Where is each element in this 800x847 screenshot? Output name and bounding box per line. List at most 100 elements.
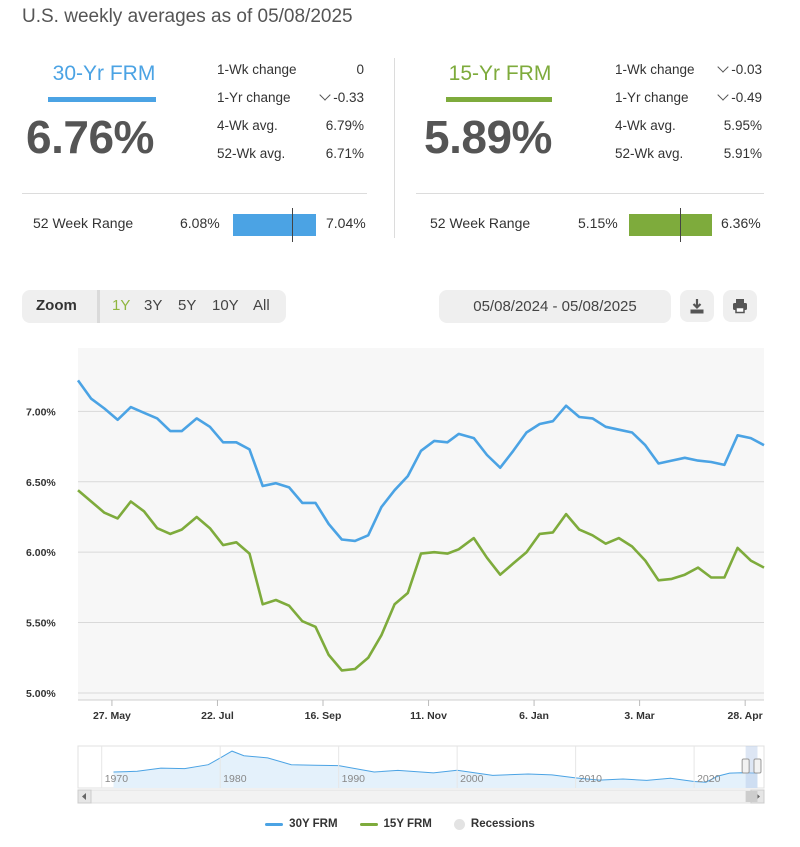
range-bar-30yr xyxy=(233,208,316,242)
zoom-1y-button[interactable]: 1Y xyxy=(112,297,131,314)
scrollbar-track xyxy=(77,789,765,804)
download-icon xyxy=(690,299,704,314)
chevron-down-icon xyxy=(717,61,729,73)
x-tick-label: 28. Apr xyxy=(728,710,763,722)
chart-legend: 30Y FRM 15Y FRM Recessions xyxy=(0,818,800,830)
legend-item[interactable]: 15Y FRM xyxy=(359,818,432,830)
page-title: U.S. weekly averages as of 05/08/2025 xyxy=(22,6,353,27)
download-button[interactable] xyxy=(680,290,714,322)
stat-value: 0 xyxy=(284,62,364,77)
stat-value: -0.33 xyxy=(284,89,364,105)
legend-item[interactable]: 30Y FRM xyxy=(265,818,338,830)
y-tick-label: 5.00% xyxy=(26,688,56,700)
stat-value-text: -0.49 xyxy=(731,90,762,105)
rate-value-15yr: 5.89% xyxy=(424,111,552,163)
zoom-all-button[interactable]: All xyxy=(253,297,270,314)
stat-value: -0.03 xyxy=(682,61,762,77)
range-label-30yr: 52 Week Range xyxy=(33,215,134,231)
navigator-year-label: 1970 xyxy=(105,773,129,785)
stat-label: 52-Wk avg. xyxy=(615,146,684,161)
range-low-30yr: 6.08% xyxy=(180,215,220,231)
range-high-15yr: 6.36% xyxy=(721,215,761,231)
x-tick-label: 11. Nov xyxy=(410,710,447,722)
legend-line-icon xyxy=(359,822,378,826)
panel-separator xyxy=(394,58,395,238)
navigator[interactable]: 1970 1980 1990 2000 2010 2020 xyxy=(0,742,800,810)
chevron-down-icon xyxy=(717,89,729,101)
navigator-line xyxy=(113,750,758,783)
zoom-label: Zoom xyxy=(36,297,77,314)
stat-value-text: 5.95% xyxy=(723,118,762,133)
range-label-15yr: 52 Week Range xyxy=(430,215,531,231)
range-low-15yr: 5.15% xyxy=(578,215,618,231)
arrow-left-icon xyxy=(82,793,86,800)
range-bar-15yr xyxy=(629,208,712,242)
legend-dot-icon xyxy=(453,818,465,830)
stat-label: 1-Wk change xyxy=(615,62,695,77)
legend-label: 15Y FRM xyxy=(383,818,432,830)
stat-value: 5.95% xyxy=(682,118,762,133)
range-high-30yr: 7.04% xyxy=(326,215,366,231)
stat-label: 4-Wk avg. xyxy=(217,118,278,133)
navigator-year-label: 2010 xyxy=(579,773,603,785)
y-tick-label: 6.50% xyxy=(26,477,56,489)
x-tick-label: 6. Jan xyxy=(519,710,549,722)
zoom-10y-button[interactable]: 10Y xyxy=(212,297,239,314)
rate-title-30yr: 30-Yr FRM xyxy=(52,62,156,85)
zoom-3y-button[interactable]: 3Y xyxy=(144,297,163,314)
x-tick-label: 3. Mar xyxy=(624,710,654,722)
stat-value-text: 6.79% xyxy=(325,118,364,133)
divider-15yr xyxy=(416,193,764,194)
stat-value: 6.79% xyxy=(284,118,364,133)
stat-value-text: -0.33 xyxy=(333,90,364,105)
rate-title-15yr: 15-Yr FRM xyxy=(448,62,552,85)
y-tick-label: 5.50% xyxy=(26,618,56,630)
x-tick-label: 22. Jul xyxy=(201,710,234,722)
zoom-5y-button[interactable]: 5Y xyxy=(178,297,197,314)
stat-label: 52-Wk avg. xyxy=(217,146,286,161)
navigator-year-label: 2020 xyxy=(697,773,721,785)
plot-background xyxy=(78,348,764,700)
zoom-group: Zoom 1Y 3Y 5Y 10Y All xyxy=(22,290,286,323)
date-range-text: 05/08/2024 - 05/08/2025 xyxy=(473,298,637,315)
zoom-divider xyxy=(97,290,100,323)
stat-value-text: -0.03 xyxy=(731,62,762,77)
scrollbar-thumb xyxy=(745,791,758,802)
stat-label: 1-Yr change xyxy=(217,90,291,105)
rate-underline-30yr xyxy=(48,97,156,102)
navigator-handle xyxy=(741,758,750,774)
navigator-handle xyxy=(753,758,762,774)
x-tick-label: 27. May xyxy=(93,710,131,722)
legend-item[interactable]: Recessions xyxy=(453,818,535,830)
navigator-window xyxy=(745,746,758,788)
y-tick-label: 6.00% xyxy=(26,547,56,559)
main-chart[interactable]: 7.00% 6.50% 6.00% 5.50% 5.00% 27. May 22. Jul 1… xyxy=(0,330,800,730)
print-button[interactable] xyxy=(723,290,757,322)
divider-30yr xyxy=(22,193,367,194)
chevron-down-icon xyxy=(319,89,331,101)
stat-value-text: 6.71% xyxy=(325,146,364,161)
date-range-input[interactable]: 05/08/2024 - 05/08/2025 xyxy=(439,290,671,323)
stat-value: 5.91% xyxy=(682,146,762,161)
navigator-year-label: 2000 xyxy=(460,773,484,785)
print-icon xyxy=(733,299,747,314)
stat-label: 1-Wk change xyxy=(217,62,297,77)
range-marker-15yr xyxy=(679,208,681,242)
stat-value: -0.49 xyxy=(682,89,762,105)
x-tick-label: 16. Sep xyxy=(305,710,342,722)
stat-label: 4-Wk avg. xyxy=(615,118,676,133)
navigator-year-label: 1980 xyxy=(223,773,247,785)
series-line-30yr xyxy=(76,379,765,543)
series-line-15yr xyxy=(77,489,765,672)
stat-value-text: 5.91% xyxy=(723,146,762,161)
rate-value-30yr: 6.76% xyxy=(26,111,154,163)
legend-label: 30Y FRM xyxy=(289,818,338,830)
y-tick-label: 7.00% xyxy=(26,406,56,418)
stat-value: 6.71% xyxy=(284,146,364,161)
stat-value-text: 0 xyxy=(356,62,364,77)
legend-line-icon xyxy=(265,822,284,826)
stat-label: 1-Yr change xyxy=(615,90,689,105)
range-marker-30yr xyxy=(291,208,293,242)
legend-label: Recessions xyxy=(470,818,535,830)
navigator-year-label: 1990 xyxy=(342,773,366,785)
